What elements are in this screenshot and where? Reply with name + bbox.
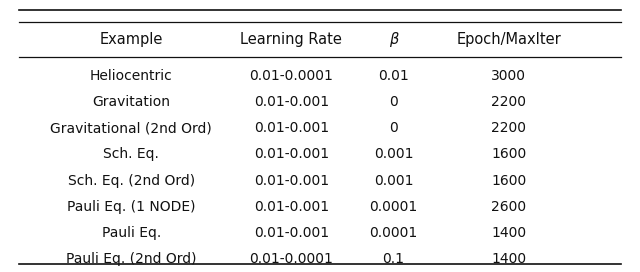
Text: Pauli Eq. (2nd Ord): Pauli Eq. (2nd Ord): [66, 252, 196, 266]
Text: Sch. Eq.: Sch. Eq.: [103, 147, 159, 162]
Text: Gravitational (2nd Ord): Gravitational (2nd Ord): [51, 121, 212, 135]
Text: 0.01-0.001: 0.01-0.001: [253, 226, 329, 240]
Text: 0: 0: [389, 95, 398, 109]
Text: 2600: 2600: [492, 200, 526, 214]
Text: Gravitation: Gravitation: [92, 95, 170, 109]
Text: 0.01-0.001: 0.01-0.001: [253, 121, 329, 135]
Text: 2200: 2200: [492, 121, 526, 135]
Text: 3000: 3000: [492, 69, 526, 83]
Text: 0.001: 0.001: [374, 147, 413, 162]
Text: 1600: 1600: [491, 174, 527, 188]
Text: 0.01-0.0001: 0.01-0.0001: [249, 69, 333, 83]
Text: 2200: 2200: [492, 95, 526, 109]
Text: β: β: [389, 32, 398, 47]
Text: 1400: 1400: [492, 252, 526, 266]
Text: Sch. Eq. (2nd Ord): Sch. Eq. (2nd Ord): [68, 174, 195, 188]
Text: 0.0001: 0.0001: [369, 200, 418, 214]
Text: 0.01-0.0001: 0.01-0.0001: [249, 252, 333, 266]
Text: 0.01-0.001: 0.01-0.001: [253, 174, 329, 188]
Text: Pauli Eq.: Pauli Eq.: [102, 226, 161, 240]
Text: Epoch/MaxIter: Epoch/MaxIter: [456, 32, 561, 47]
Text: 0.0001: 0.0001: [369, 226, 418, 240]
Text: 0.01: 0.01: [378, 69, 409, 83]
Text: 0.01-0.001: 0.01-0.001: [253, 200, 329, 214]
Text: Pauli Eq. (1 NODE): Pauli Eq. (1 NODE): [67, 200, 195, 214]
Text: Heliocentric: Heliocentric: [90, 69, 173, 83]
Text: 1400: 1400: [492, 226, 526, 240]
Text: 0.01-0.001: 0.01-0.001: [253, 95, 329, 109]
Text: 0.1: 0.1: [383, 252, 404, 266]
Text: Example: Example: [99, 32, 163, 47]
Text: Learning Rate: Learning Rate: [240, 32, 342, 47]
Text: 1600: 1600: [491, 147, 527, 162]
Text: 0.001: 0.001: [374, 174, 413, 188]
Text: 0.01-0.001: 0.01-0.001: [253, 147, 329, 162]
Text: 0: 0: [389, 121, 398, 135]
